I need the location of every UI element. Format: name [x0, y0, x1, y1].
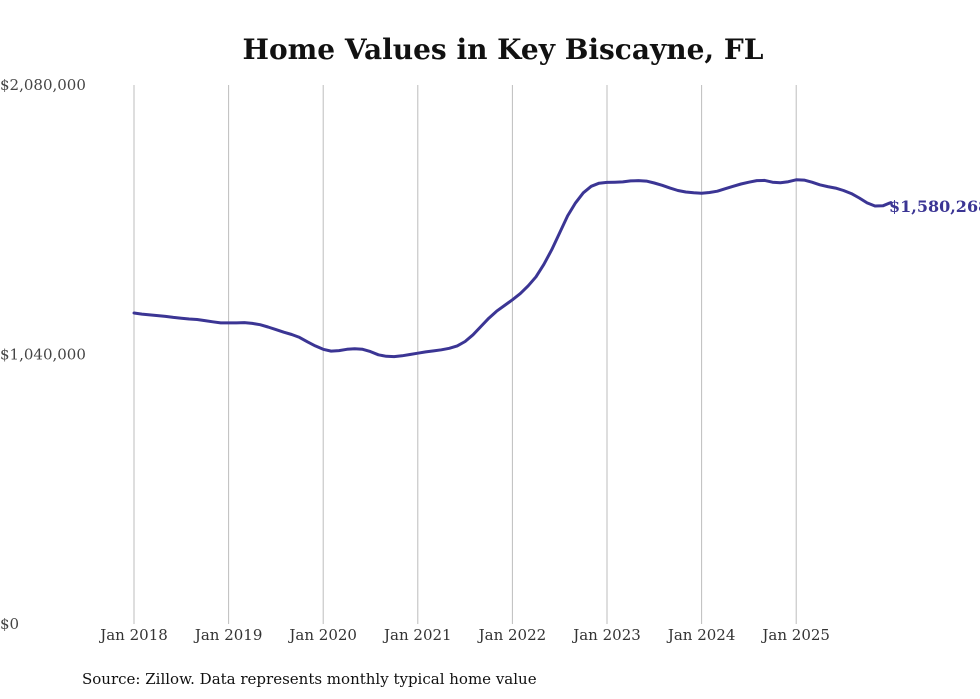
y-tick-label: $0: [0, 615, 19, 633]
grid-lines: [133, 85, 797, 624]
y-tick-label: $2,080,000: [0, 76, 86, 94]
x-tick-label: Jan 2018: [98, 626, 168, 644]
series-layer: [132, 178, 893, 359]
source-note: Source: Zillow. Data represents monthly …: [82, 670, 537, 688]
y-tick-label: $1,040,000: [0, 346, 86, 364]
series-line: [132, 178, 893, 359]
x-tick-label: Jan 2024: [666, 626, 736, 644]
chart-title: Home Values in Key Biscayne, FL: [243, 33, 764, 66]
x-axis: Jan 2018 Jan 2019 Jan 2020 Jan 2021 Jan 2022…: [98, 626, 830, 644]
x-tick-label: Jan 2023: [571, 626, 641, 644]
x-tick-label: Jan 2022: [477, 626, 547, 644]
x-tick-label: Jan 2019: [193, 626, 263, 644]
x-tick-label: Jan 2020: [287, 626, 357, 644]
end-value-label: $1,580,268: [889, 197, 980, 216]
y-axis: $0 $1,040,000 $2,080,000: [0, 76, 86, 633]
x-tick-label: Jan 2025: [760, 626, 830, 644]
x-tick-label: Jan 2021: [382, 626, 452, 644]
